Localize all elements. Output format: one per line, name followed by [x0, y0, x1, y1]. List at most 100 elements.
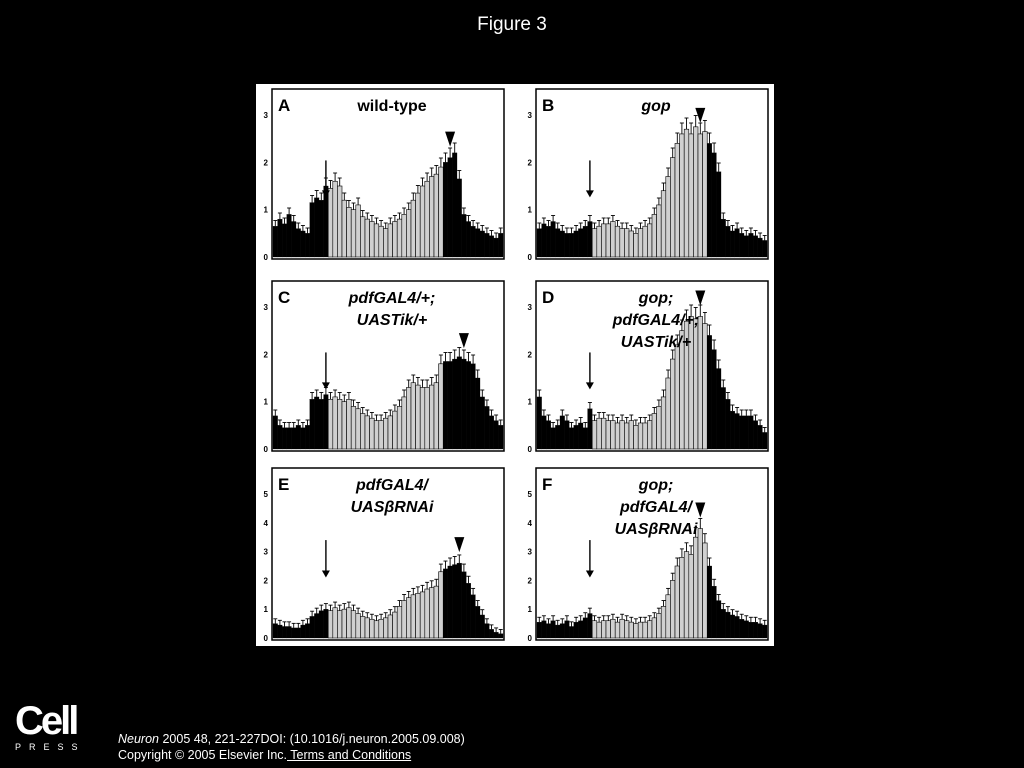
panel-title-line: gop: [640, 98, 671, 115]
bar-E-13: [332, 607, 338, 639]
bar-A-20: [364, 218, 370, 258]
bar-E-30: [410, 594, 416, 639]
bar-F-17: [614, 621, 621, 639]
terms-link[interactable]: Terms and Conditions: [287, 748, 412, 762]
panel-letter: C: [278, 288, 290, 307]
bar-F-38: [711, 586, 717, 639]
bar-C-43: [470, 363, 476, 450]
y-tick-label: 3: [264, 548, 269, 557]
bar-E-9: [314, 613, 320, 639]
bar-E-26: [392, 611, 398, 639]
bar-F-44: [739, 619, 745, 639]
bar-D-0: [536, 396, 542, 450]
bar-A-8: [309, 202, 315, 258]
y-tick-label: 2: [528, 576, 533, 585]
triangle-marker: [695, 290, 706, 306]
y-tick-label: 1: [264, 398, 269, 407]
bar-A-34: [429, 176, 435, 258]
bar-A-39: [452, 152, 458, 258]
bar-E-0: [272, 623, 278, 639]
bar-D-12: [591, 420, 598, 450]
arrow-head: [321, 570, 330, 578]
bar-B-35: [697, 133, 703, 258]
bar-C-1: [277, 425, 283, 450]
bar-C-8: [309, 399, 315, 450]
bar-F-43: [734, 616, 740, 639]
bar-A-22: [373, 223, 380, 258]
bar-A-41: [461, 214, 467, 258]
bar-C-3: [286, 427, 292, 450]
bar-C-28: [401, 396, 407, 450]
bar-F-47: [753, 622, 758, 639]
bar-E-42: [466, 583, 471, 639]
y-tick-label: 2: [264, 158, 269, 167]
bar-D-37: [707, 335, 712, 450]
bar-C-44: [475, 377, 481, 450]
bar-D-7: [569, 427, 574, 450]
bar-B-26: [656, 204, 662, 258]
bar-E-12: [327, 610, 334, 639]
bar-A-37: [443, 162, 448, 258]
panel-frame: [535, 280, 769, 452]
bar-B-37: [707, 143, 712, 258]
bar-A-19: [360, 216, 366, 258]
bar-B-31: [679, 133, 685, 258]
panel-F: 0 1 2 3 4 5F gop; pdfGAL4/UASβRNAi: [528, 467, 769, 643]
bar-B-17: [614, 225, 621, 258]
bar-C-6: [300, 427, 306, 450]
bar-E-47: [489, 629, 494, 639]
bar-F-3: [550, 620, 556, 639]
bar-D-28: [665, 377, 671, 450]
y-tick-label: 0: [264, 445, 269, 454]
bar-B-22: [637, 228, 644, 258]
citation-ref: 2005 48, 221-227DOI: (10.1016/j.neuron.2…: [159, 732, 465, 746]
y-tick-label: 3: [528, 111, 533, 120]
bar-F-32: [683, 551, 690, 639]
bar-F-30: [674, 565, 680, 639]
y-tick-label: 1: [528, 605, 533, 614]
bar-D-21: [633, 425, 639, 450]
bar-A-35: [433, 173, 439, 258]
bar-A-13: [332, 180, 338, 258]
panel-letter: E: [278, 475, 289, 494]
bar-B-13: [596, 225, 602, 258]
bar-F-46: [748, 622, 754, 639]
bar-E-32: [419, 591, 426, 639]
bar-E-46: [484, 623, 490, 639]
bar-A-25: [387, 223, 393, 258]
bar-A-7: [305, 233, 310, 258]
bar-A-33: [424, 180, 430, 258]
bar-F-31: [679, 557, 685, 639]
bar-D-16: [610, 420, 616, 450]
bar-F-2: [546, 623, 551, 639]
bar-C-22: [373, 420, 380, 450]
bar-F-22: [637, 621, 644, 639]
bar-F-21: [633, 623, 639, 639]
bar-B-43: [734, 228, 740, 258]
panel-frame: [271, 280, 505, 452]
bar-D-2: [546, 420, 551, 450]
bar-D-30: [674, 344, 680, 450]
bar-B-36: [702, 131, 708, 258]
bar-E-6: [300, 624, 306, 639]
bar-C-5: [295, 425, 301, 450]
bar-E-49: [498, 633, 504, 639]
bar-F-8: [573, 622, 579, 639]
bar-D-6: [564, 420, 570, 450]
bar-B-49: [762, 240, 768, 258]
bar-D-49: [762, 432, 768, 450]
panel-letter: A: [278, 96, 290, 115]
bar-B-44: [739, 233, 745, 258]
bar-B-1: [541, 223, 547, 258]
panel-frame: [271, 88, 505, 260]
bar-B-16: [610, 221, 616, 258]
bar-E-43: [470, 594, 476, 639]
bar-C-34: [429, 384, 435, 450]
bar-E-37: [443, 568, 448, 639]
bar-E-16: [346, 607, 352, 639]
bar-D-19: [624, 422, 630, 450]
bar-C-18: [355, 408, 361, 450]
bar-C-45: [479, 396, 485, 450]
bar-B-0: [536, 228, 542, 258]
bar-E-40: [456, 562, 462, 639]
